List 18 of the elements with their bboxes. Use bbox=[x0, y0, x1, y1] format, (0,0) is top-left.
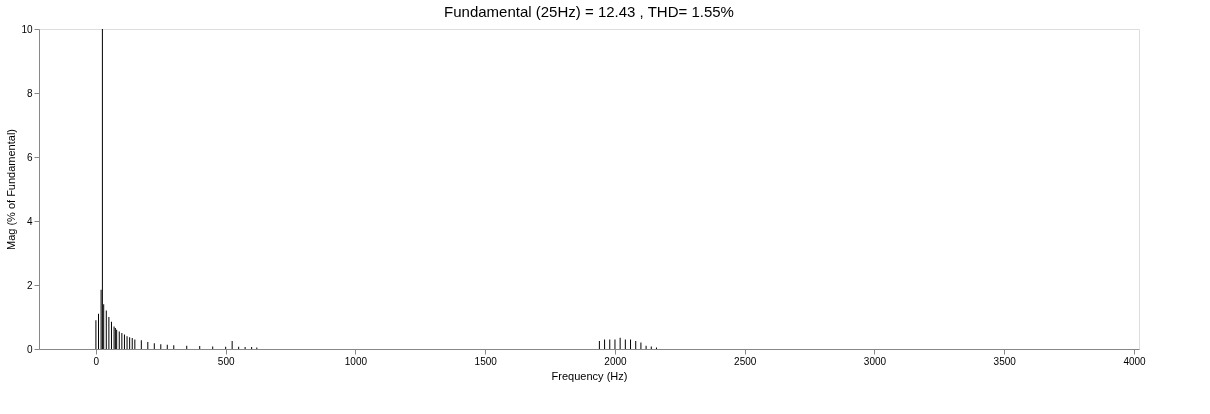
x-tick-label: 0 bbox=[93, 355, 100, 367]
y-tick-label: 2 bbox=[26, 279, 33, 291]
x-tick-label: 3500 bbox=[993, 355, 1017, 367]
y-tick-label: 8 bbox=[26, 87, 33, 99]
x-tick-label: 3000 bbox=[863, 355, 887, 367]
y-tick-label: 6 bbox=[26, 151, 33, 163]
x-tick-label: 500 bbox=[217, 355, 235, 367]
y-axis-title: Mag (% of Fundamental) bbox=[5, 128, 18, 251]
x-tick-label: 2500 bbox=[734, 355, 757, 367]
x-tick-label: 1500 bbox=[474, 355, 498, 367]
x-tick-label: 2000 bbox=[604, 355, 628, 367]
x-tick-label: 4000 bbox=[1123, 355, 1147, 367]
y-tick-label: 0 bbox=[26, 343, 33, 355]
y-tick-label: 4 bbox=[26, 215, 33, 227]
x-tick-label: 1000 bbox=[344, 355, 368, 367]
chart-title: Fundamental (25Hz) = 12.43 , THD= 1.55% bbox=[444, 3, 734, 20]
x-axis-title: Frequency (Hz) bbox=[551, 369, 628, 382]
y-tick-label: 10 bbox=[21, 23, 33, 35]
